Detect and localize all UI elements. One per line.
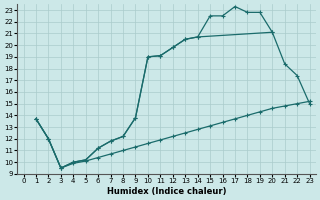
X-axis label: Humidex (Indice chaleur): Humidex (Indice chaleur) — [107, 187, 226, 196]
